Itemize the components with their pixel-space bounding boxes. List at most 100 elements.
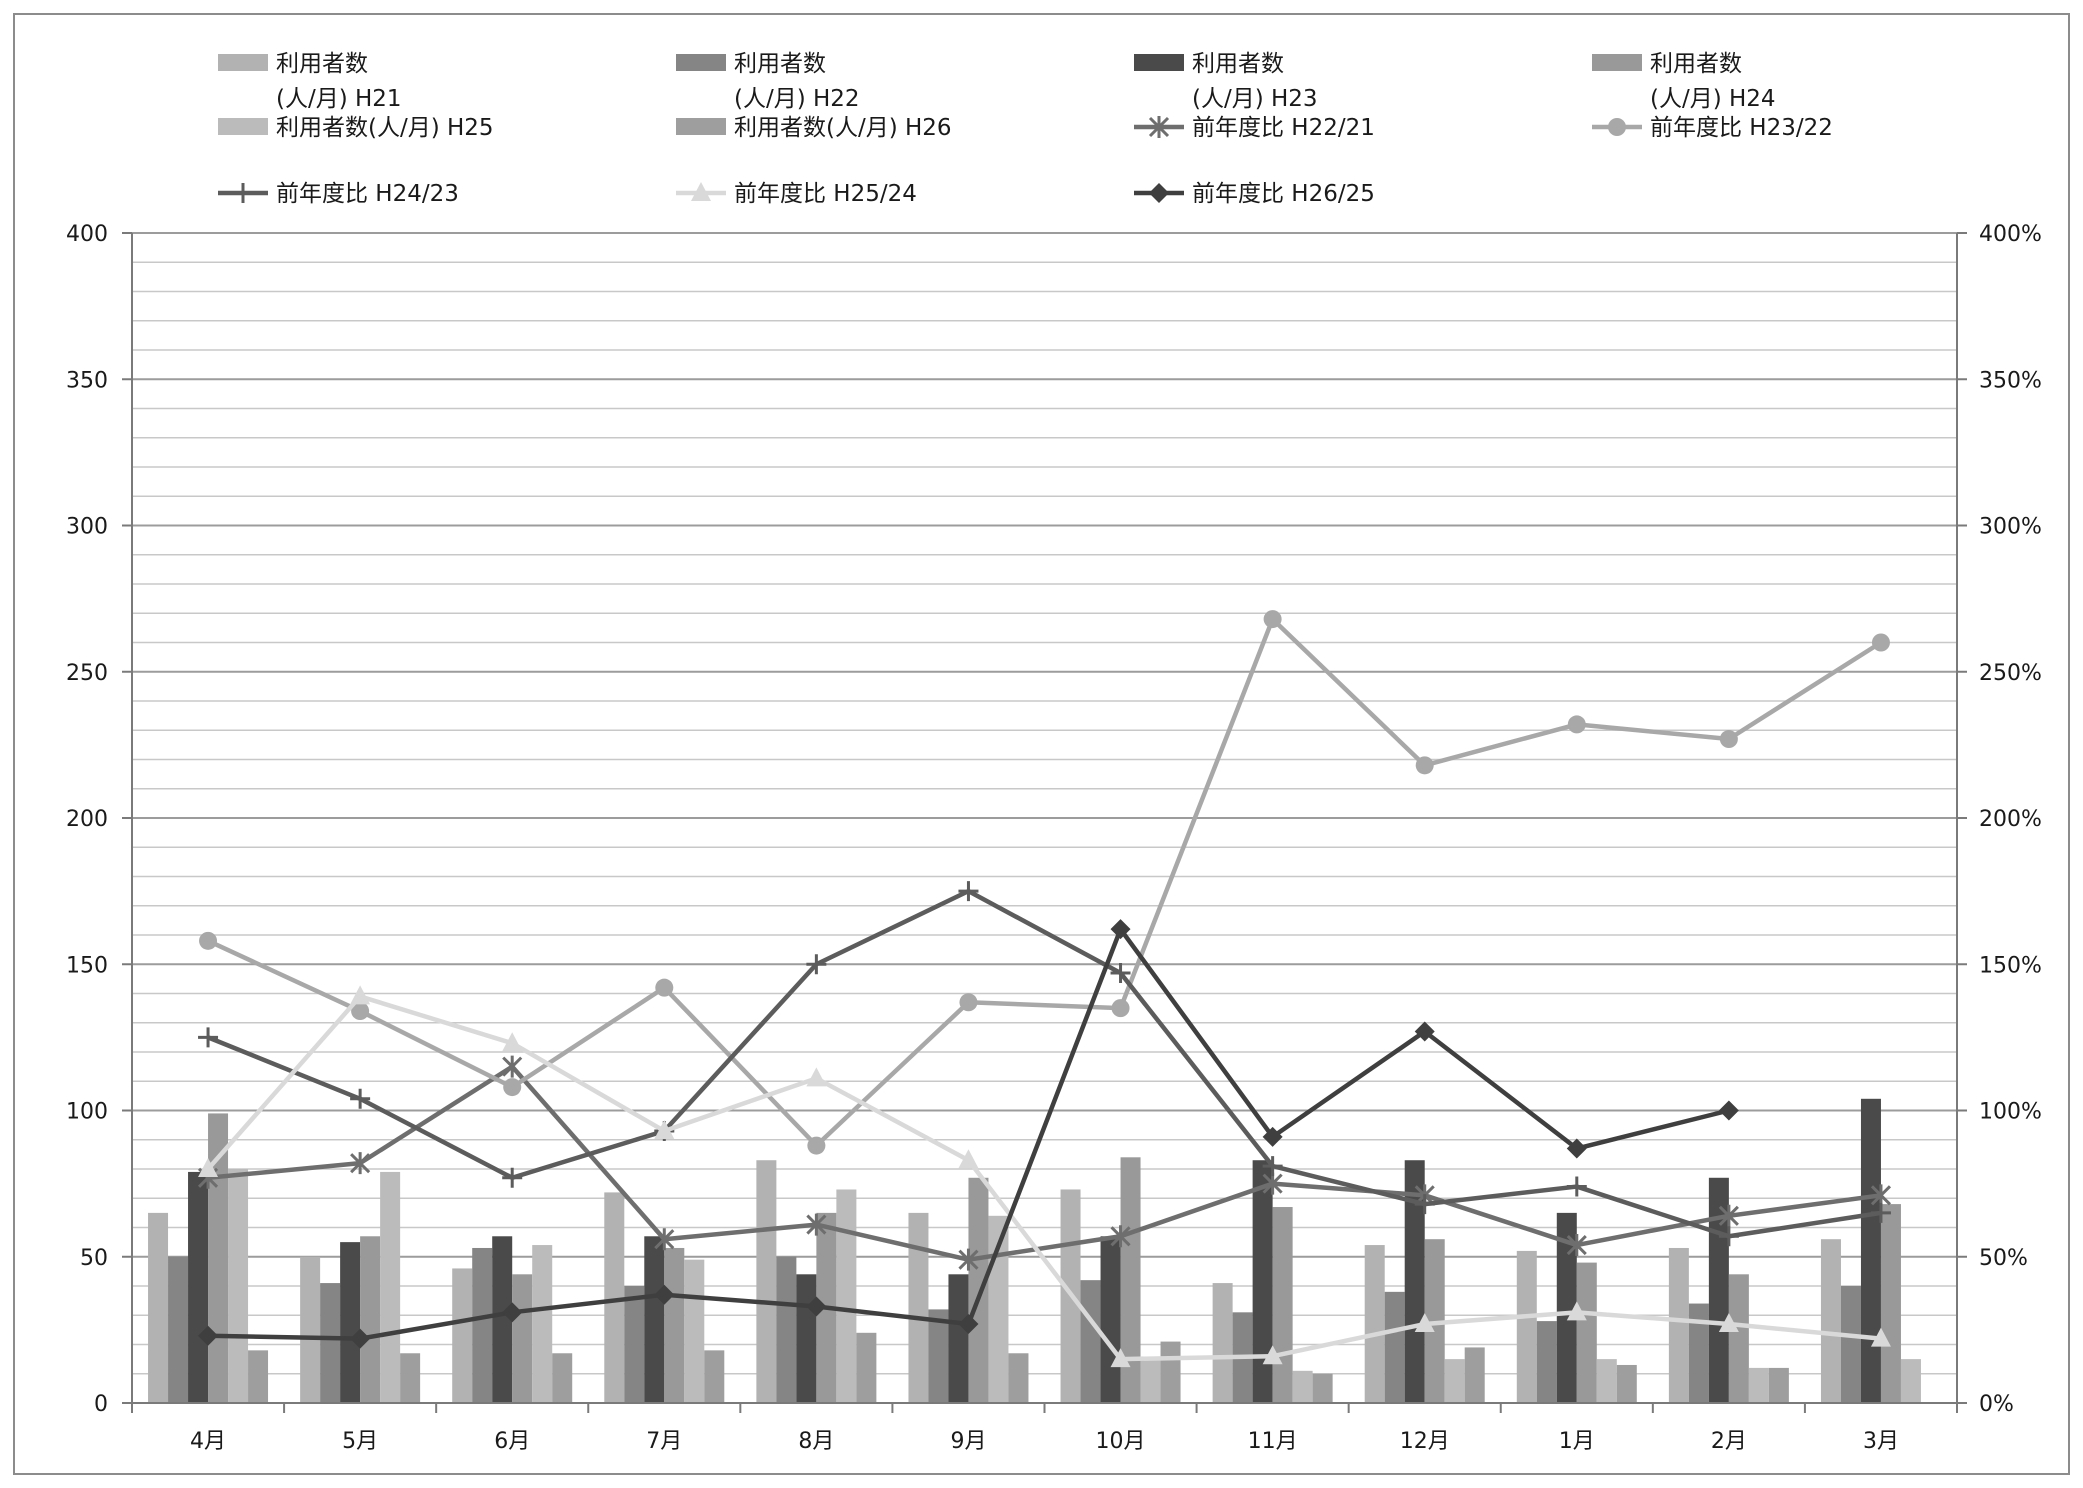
line-point <box>958 1149 979 1169</box>
line-point <box>1262 1126 1283 1147</box>
bar <box>968 1177 989 1403</box>
left-tick-label: 250 <box>66 661 108 686</box>
right-tick-label: 350% <box>1979 368 2042 393</box>
legend-label: 前年度比 H24/23 <box>276 181 459 207</box>
legend-swatch <box>218 54 268 71</box>
right-tick-label: 400% <box>1979 222 2042 247</box>
bar <box>248 1350 269 1403</box>
bar <box>928 1309 949 1403</box>
bar <box>836 1189 857 1403</box>
x-tick-label: 9月 <box>950 1429 986 1454</box>
bar <box>1384 1291 1405 1403</box>
bar <box>624 1286 645 1403</box>
bar <box>300 1256 321 1403</box>
bar <box>604 1192 625 1403</box>
line-point <box>1718 1313 1739 1333</box>
right-tick-label: 150% <box>1979 953 2042 978</box>
legend-label: 利用者数(人/月) H25 <box>276 115 494 141</box>
line-point <box>654 1284 675 1305</box>
line-point <box>502 1055 523 1078</box>
line-point <box>350 1328 371 1349</box>
bar <box>1100 1236 1121 1403</box>
bar <box>644 1236 665 1403</box>
bar <box>664 1247 685 1403</box>
line-series-group <box>197 610 1892 1368</box>
line-point <box>1262 1345 1283 1365</box>
bar <box>532 1245 553 1403</box>
x-tick-label: 5月 <box>342 1429 378 1454</box>
legend: 利用者数 (人/月) H21 利用者数 (人/月) H22 利用者数 (人/月) H23 利… <box>218 51 1833 207</box>
legend-swatch <box>1592 54 1642 71</box>
line-point <box>1262 1172 1283 1195</box>
bar <box>1364 1245 1385 1403</box>
line-point <box>1718 1100 1739 1121</box>
line-point <box>350 985 371 1005</box>
legend-label: (人/月) H21 <box>276 86 402 112</box>
line-point <box>806 1067 827 1087</box>
bar <box>1464 1347 1485 1403</box>
bar <box>1516 1250 1537 1403</box>
line-point <box>1414 1194 1435 1215</box>
bar <box>796 1274 817 1403</box>
bar <box>1252 1160 1273 1403</box>
line-point <box>959 993 978 1012</box>
line-point <box>1718 1204 1739 1227</box>
bar-series-group <box>148 1098 1921 1403</box>
line-point <box>199 931 218 950</box>
bar <box>380 1171 401 1403</box>
line-point <box>806 1296 827 1317</box>
bar <box>776 1256 797 1403</box>
bar <box>704 1350 725 1403</box>
left-tick-label: 200 <box>66 807 108 832</box>
line-point <box>654 1228 675 1251</box>
bar <box>1536 1321 1557 1403</box>
bar <box>1576 1262 1597 1403</box>
bar <box>1120 1157 1141 1403</box>
left-tick-label: 150 <box>66 953 108 978</box>
x-tick-label: 12月 <box>1400 1429 1450 1454</box>
right-tick-label: 250% <box>1979 661 2042 686</box>
bar <box>1748 1367 1769 1403</box>
line-point <box>502 1167 523 1188</box>
legend-label: 前年度比 H23/22 <box>1650 115 1833 141</box>
line-point <box>1415 756 1434 775</box>
line-point <box>958 1314 979 1335</box>
left-tick-label: 350 <box>66 368 108 393</box>
line-point <box>1149 183 1169 203</box>
line-point <box>1110 963 1131 984</box>
bar <box>1880 1204 1901 1403</box>
line-point <box>351 1002 370 1021</box>
bar <box>856 1332 877 1403</box>
bar <box>1728 1274 1749 1403</box>
legend-label: (人/月) H24 <box>1650 86 1776 112</box>
right-tick-label: 300% <box>1979 515 2042 540</box>
right-tick-label: 0% <box>1979 1392 2014 1417</box>
right-tick-label: 50% <box>1979 1246 2028 1271</box>
line-point <box>1718 1226 1739 1247</box>
bar <box>1080 1280 1101 1403</box>
line-point <box>1262 1156 1283 1177</box>
series-line <box>206 994 1882 1362</box>
line-point <box>1111 999 1130 1018</box>
legend-swatch <box>218 118 268 135</box>
bar <box>1668 1247 1689 1403</box>
line-point <box>1414 1021 1435 1042</box>
legend-label: 前年度比 H22/21 <box>1192 115 1375 141</box>
bar <box>756 1160 777 1403</box>
bar <box>1292 1370 1313 1403</box>
line-point <box>1870 1202 1891 1223</box>
line-point <box>503 1078 522 1097</box>
bar <box>908 1212 929 1403</box>
line-point <box>1566 1234 1587 1257</box>
line-point <box>1148 116 1170 138</box>
line-point <box>1263 610 1282 629</box>
line-point <box>1414 1313 1435 1333</box>
x-tick-label: 3月 <box>1863 1429 1899 1454</box>
line-point <box>958 1248 979 1271</box>
x-tick-label: 7月 <box>646 1429 682 1454</box>
line-point <box>1566 1176 1587 1197</box>
bar <box>1008 1353 1029 1403</box>
bar <box>148 1212 169 1403</box>
left-tick-label: 50 <box>80 1246 108 1271</box>
